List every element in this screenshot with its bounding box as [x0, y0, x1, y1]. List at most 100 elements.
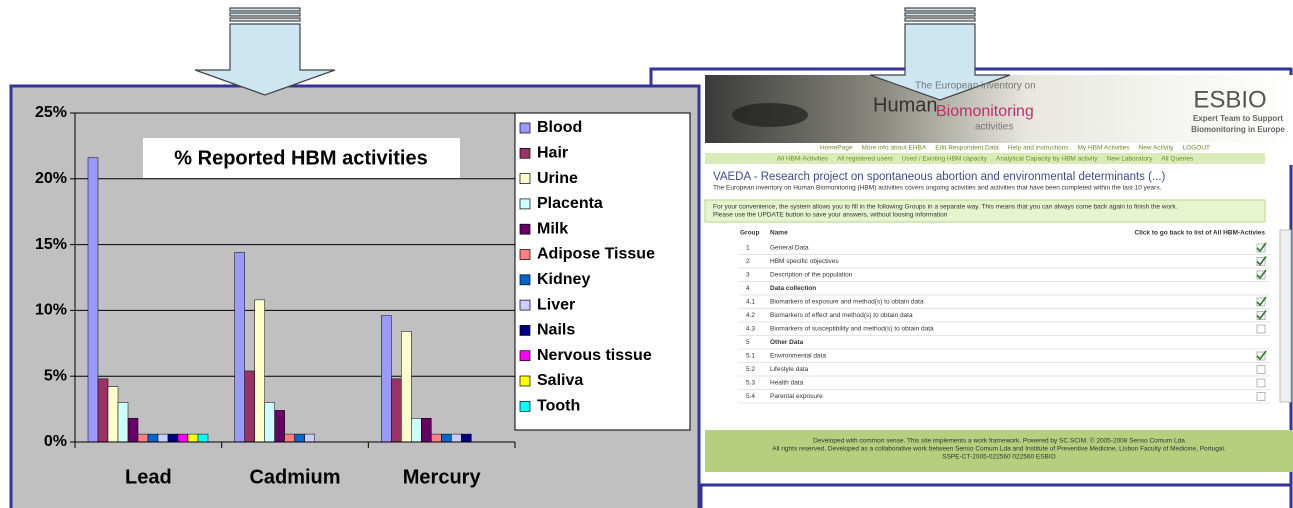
y-tick-label: 0%	[44, 433, 67, 450]
row-name: HBM specific objectives	[770, 258, 839, 265]
nav-link[interactable]: New Activity	[1139, 145, 1175, 152]
bar	[451, 434, 461, 442]
nav-link[interactable]: All Queries	[1161, 156, 1194, 163]
legend-label: Saliva	[537, 372, 583, 389]
notice-line: For your convenience, the system allows …	[713, 204, 1178, 211]
logo-sub: Biomonitoring in Europe	[1191, 125, 1285, 134]
table-header: Name	[770, 230, 788, 237]
row-group: 4	[746, 285, 750, 292]
row-group: 2	[746, 258, 750, 265]
nav-link[interactable]: LOGOUT	[1183, 145, 1210, 152]
lower-frame	[701, 485, 1291, 508]
bar	[178, 434, 188, 442]
nav-link[interactable]: HomePage	[820, 145, 853, 152]
bar	[391, 379, 401, 442]
legend-label: Nervous tissue	[537, 347, 652, 364]
row-name: General Data	[770, 245, 809, 252]
bar	[128, 418, 138, 442]
page-title: VAEDA - Research project on spontaneous …	[713, 171, 1166, 183]
checkbox[interactable]	[1257, 393, 1265, 401]
legend-swatch	[520, 376, 530, 386]
bar	[108, 387, 118, 442]
legend-label: Kidney	[537, 271, 590, 288]
y-tick-label: 10%	[35, 302, 67, 319]
nav-link[interactable]: Help and instructions	[1008, 145, 1069, 152]
nav-link[interactable]: New Laboratory	[1107, 156, 1154, 163]
legend-swatch	[520, 199, 530, 209]
table-header: Click to go back to list of All HBM-Acti…	[1135, 230, 1266, 237]
notice-line: Please use the UPDATE button to save you…	[713, 212, 948, 219]
y-tick-label: 15%	[35, 236, 67, 253]
legend-label: Urine	[537, 170, 578, 187]
bar	[138, 434, 148, 442]
row-name: Other Data	[770, 339, 804, 346]
footer-line: Developed with common sense. This site i…	[813, 437, 1185, 445]
bar	[421, 418, 431, 442]
row-group: 5.2	[746, 366, 755, 373]
legend-label: Placenta	[537, 195, 603, 212]
nav-link[interactable]: Analytical Capacity by HBM activity	[996, 156, 1098, 163]
row-group: 5.4	[746, 393, 755, 400]
row-name: Biomarkers of exposure and method(s) to …	[770, 299, 924, 306]
bar	[275, 410, 285, 442]
bar	[148, 434, 158, 442]
legend-swatch	[520, 351, 530, 361]
eye-image	[732, 103, 808, 127]
nav-link[interactable]: Used / Existing HBM capacity	[902, 156, 988, 163]
legend-label: Adipose Tissue	[537, 246, 655, 263]
logo: ESBIO	[1193, 86, 1266, 113]
y-tick-label: 5%	[44, 367, 67, 384]
legend-swatch	[520, 250, 530, 260]
legend-swatch	[520, 174, 530, 184]
nav-link[interactable]: All HBM-Activities	[777, 156, 829, 163]
row-group: 4.3	[746, 326, 755, 333]
x-tick-label: Cadmium	[249, 466, 340, 488]
checkbox[interactable]	[1257, 379, 1265, 387]
bar	[411, 418, 421, 442]
bar	[235, 252, 245, 442]
bar	[198, 434, 208, 442]
bar	[295, 434, 305, 442]
nav-link[interactable]: All registered users	[837, 156, 893, 163]
footer-line: All rights reserved. Developed as a coll…	[772, 446, 1226, 453]
checkbox[interactable]	[1257, 325, 1265, 333]
bar	[431, 434, 441, 442]
bar	[168, 434, 178, 442]
table-header: Group	[740, 230, 760, 237]
row-group: 3	[746, 272, 750, 279]
bar	[285, 434, 295, 442]
slide: % Reported HBM activities 0%5%10%15%20%2…	[0, 0, 1293, 508]
row-name: Environmental data	[770, 353, 826, 360]
arrow-left	[195, 8, 335, 95]
row-name: Data collection	[770, 285, 816, 292]
row-name: Biomarkers of effect and method(s) to ob…	[770, 312, 913, 319]
bar	[158, 434, 168, 442]
legend-swatch	[520, 401, 530, 411]
bar	[305, 434, 315, 442]
x-tick-label: Lead	[125, 466, 172, 488]
bar	[88, 158, 98, 442]
legend-swatch	[520, 275, 530, 285]
header-top: The European inventory on	[915, 81, 1036, 92]
checkbox[interactable]	[1257, 366, 1265, 374]
scrollbar[interactable]	[1280, 230, 1291, 402]
legend-label: Blood	[537, 119, 582, 136]
row-group: 5.1	[746, 353, 755, 360]
bar	[188, 434, 198, 442]
bar	[441, 434, 451, 442]
bar	[98, 379, 108, 442]
row-group: 1	[746, 245, 750, 252]
nav-link[interactable]: My HBM Activities	[1078, 145, 1131, 152]
row-name: Description of the population	[770, 272, 853, 279]
row-name: Lifestyle data	[770, 366, 809, 373]
nav-link[interactable]: More info about EHBA	[862, 145, 927, 152]
row-group: 5.3	[746, 380, 755, 387]
legend-label: Hair	[537, 145, 568, 162]
bar	[461, 434, 471, 442]
x-tick-label: Mercury	[403, 466, 482, 488]
nav-link[interactable]: Edit Respondent Data	[935, 145, 999, 152]
bar	[118, 403, 128, 442]
legend-label: Milk	[537, 220, 568, 237]
legend-label: Tooth	[537, 398, 580, 415]
logo-sub: Expert Team to Support	[1193, 114, 1283, 123]
